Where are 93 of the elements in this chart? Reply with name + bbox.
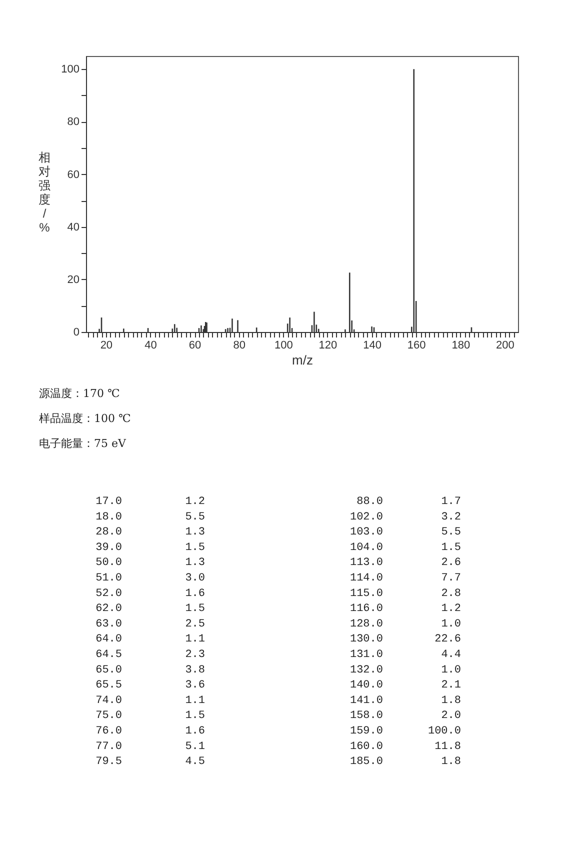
data-label: 4.4 (441, 649, 462, 661)
y-tick-label: 60 (67, 168, 80, 181)
category-label: 104.0 (350, 542, 383, 554)
category-label: 102.0 (350, 511, 383, 524)
x-tick-label: 60 (188, 340, 202, 352)
category-label: 65.5 (96, 680, 122, 692)
data-label: 7.7 (441, 572, 461, 584)
category-label: 115.0 (350, 588, 383, 600)
data-label: 1.7 (441, 496, 461, 508)
category-label: 141.0 (350, 694, 383, 707)
data-label: 1.6 (185, 726, 205, 738)
category-label: 116.0 (350, 603, 383, 616)
data-label: 1.5 (185, 542, 205, 554)
x-tick-label: 20 (100, 340, 113, 352)
category-label: 158.0 (350, 710, 383, 722)
x-tick-label: 140 (363, 340, 382, 352)
data-label: 2.0 (441, 710, 461, 722)
category-label: 128.0 (350, 618, 383, 630)
data-label: 1.6 (185, 588, 205, 600)
x-tick-label: 160 (407, 340, 426, 352)
y-tick-label: 0 (73, 326, 80, 338)
data-label: 3.8 (185, 664, 205, 676)
data-label: 3.6 (185, 680, 205, 692)
category-label: 51.0 (96, 572, 122, 584)
category-label: 113.0 (350, 557, 383, 570)
category-label: 17.0 (96, 496, 122, 508)
y-tick-label: 100 (61, 64, 80, 76)
x-tick-label: 180 (452, 340, 470, 352)
y-axis-title: 相对强度/% (38, 150, 50, 234)
data-label: 4.5 (185, 756, 205, 768)
y-tick-label: 20 (67, 274, 80, 286)
data-label: 1.5 (441, 542, 461, 554)
y-tick-label: 40 (67, 221, 80, 234)
data-label: 1.8 (441, 756, 461, 768)
x-tick-label: 100 (274, 340, 293, 352)
data-label: 2.1 (441, 680, 462, 692)
data-label: 1.0 (441, 618, 461, 630)
category-label: 63.0 (96, 618, 122, 630)
category-label: 39.0 (96, 542, 122, 554)
text: 电子能量：75 eV (39, 437, 128, 450)
category-label: 160.0 (350, 740, 383, 753)
category-label: 28.0 (96, 526, 122, 539)
category-label: 52.0 (96, 588, 122, 600)
data-label: 1.3 (185, 526, 205, 539)
category-label: 77.0 (96, 740, 122, 753)
data-label: 22.6 (434, 634, 461, 646)
x-axis-title: m/z (292, 352, 313, 368)
category-label: 79.5 (96, 756, 122, 768)
data-label: 3.2 (441, 511, 461, 524)
text: 样品温度：100 ℃ (39, 412, 131, 425)
data-label: 3.0 (185, 572, 205, 584)
x-tick-label: 40 (144, 340, 157, 352)
data-label: 11.8 (434, 740, 461, 753)
data-label: 1.3 (185, 557, 205, 570)
data-label: 1.2 (185, 496, 205, 508)
x-tick-label: 200 (496, 340, 514, 352)
data-label: 1.5 (185, 710, 205, 722)
category-label: 74.0 (96, 694, 122, 707)
category-label: 140.0 (350, 680, 383, 692)
category-label: 75.0 (96, 710, 122, 722)
data-label: 5.1 (185, 740, 206, 753)
data-label: 1.1 (185, 634, 206, 646)
category-label: 131.0 (350, 649, 383, 661)
data-label: 2.3 (185, 649, 205, 661)
y-tick-label: 80 (67, 116, 80, 128)
category-label: 76.0 (96, 726, 122, 738)
category-label: 88.0 (356, 496, 383, 508)
category-label: 185.0 (350, 756, 383, 768)
data-label: 2.8 (441, 588, 461, 600)
category-label: 159.0 (350, 726, 383, 738)
category-label: 64.5 (96, 649, 122, 661)
category-label: 50.0 (96, 557, 122, 570)
data-label: 1.5 (185, 603, 205, 616)
category-label: 103.0 (350, 526, 383, 539)
category-label: 132.0 (350, 664, 383, 676)
data-label: 100.0 (428, 726, 461, 738)
data-label: 1.1 (185, 694, 206, 707)
x-tick-label: 80 (233, 340, 246, 352)
data-label: 1.8 (441, 694, 461, 707)
category-label: 130.0 (350, 634, 383, 646)
data-label: 5.5 (441, 526, 461, 539)
text: 源温度：170 ℃ (39, 387, 120, 400)
category-label: 114.0 (350, 572, 383, 584)
category-label: 18.0 (96, 511, 122, 524)
data-label: 1.0 (441, 664, 461, 676)
data-label: 2.5 (185, 618, 205, 630)
data-label: 1.2 (441, 603, 461, 616)
category-label: 65.0 (96, 664, 122, 676)
x-tick-label: 120 (318, 340, 338, 352)
category-label: 64.0 (96, 634, 122, 646)
data-label: 2.6 (441, 557, 461, 570)
category-label: 62.0 (96, 603, 122, 616)
data-label: 5.5 (185, 511, 205, 524)
